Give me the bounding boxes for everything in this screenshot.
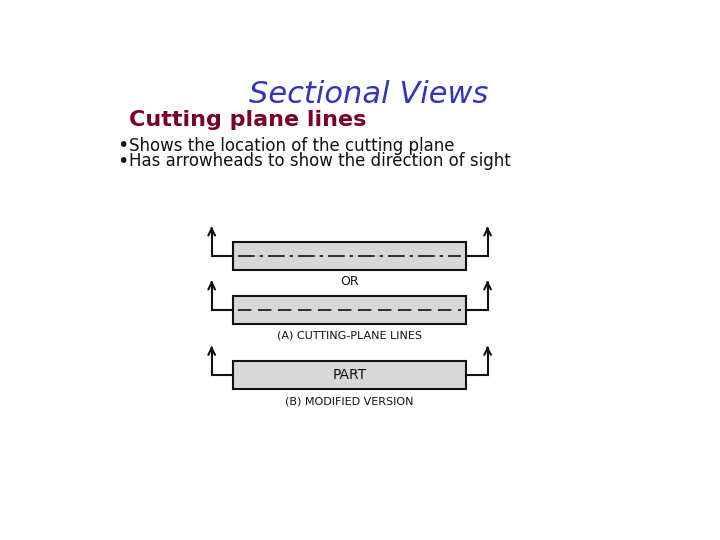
- Bar: [233, 242, 466, 269]
- Text: •: •: [117, 152, 128, 171]
- Text: OR: OR: [341, 275, 359, 288]
- Text: (B) MODIFIED VERSION: (B) MODIFIED VERSION: [285, 396, 414, 406]
- Text: Shows the location of the cutting plane: Shows the location of the cutting plane: [129, 137, 454, 154]
- Text: PART: PART: [333, 368, 366, 382]
- Text: Has arrowheads to show the direction of sight: Has arrowheads to show the direction of …: [129, 152, 510, 170]
- Text: Sectional Views: Sectional Views: [249, 79, 489, 109]
- Text: Cutting plane lines: Cutting plane lines: [129, 110, 366, 130]
- Text: (A) CUTTING-PLANE LINES: (A) CUTTING-PLANE LINES: [277, 331, 422, 341]
- Bar: [233, 296, 466, 323]
- Bar: [233, 361, 466, 389]
- Text: •: •: [117, 136, 128, 155]
